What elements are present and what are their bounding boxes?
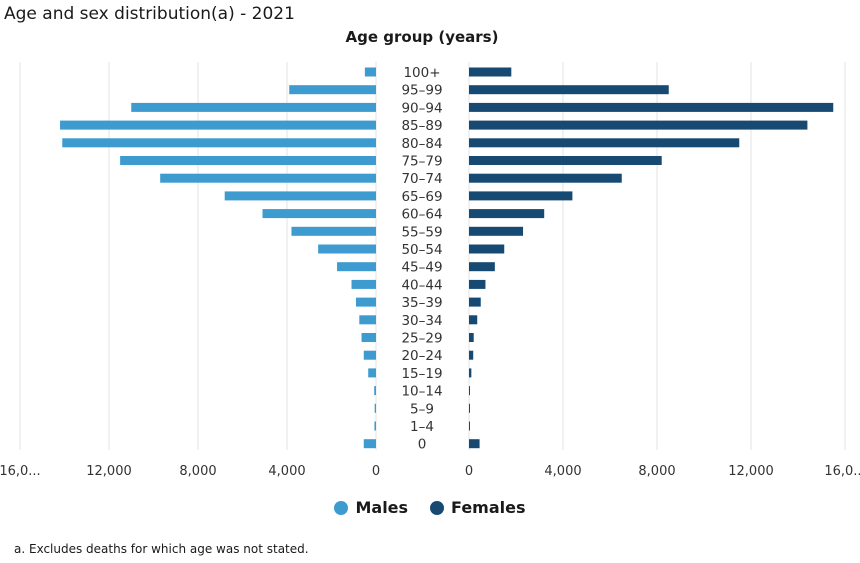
age-group-label: 70–74 — [401, 171, 442, 187]
male-bar — [291, 226, 376, 236]
age-group-label: 55–59 — [401, 224, 442, 240]
male-bar — [359, 315, 376, 325]
female-bar — [469, 315, 478, 325]
female-bar — [469, 386, 470, 396]
female-tick-label: 0 — [465, 464, 473, 479]
male-bar — [318, 244, 376, 254]
male-bar — [224, 191, 376, 201]
age-group-label: 30–34 — [401, 313, 442, 329]
male-bar — [160, 173, 376, 183]
legend-item-males[interactable]: Males — [334, 498, 408, 517]
male-bar — [120, 156, 376, 165]
female-bar — [469, 102, 834, 112]
chart-title: Age and sex distribution(a) - 2021 — [4, 4, 295, 24]
male-bar — [368, 368, 376, 378]
female-bar — [469, 403, 470, 413]
female-tick-label: 8,000 — [638, 464, 675, 479]
male-tick-label: 4,000 — [268, 464, 305, 479]
female-tick-label: 12,000 — [728, 464, 774, 479]
age-group-label: 20–24 — [401, 348, 442, 364]
age-group-label: 100+ — [403, 65, 440, 81]
age-group-label: 0 — [418, 437, 427, 453]
female-bar — [469, 368, 472, 378]
male-bar — [262, 209, 376, 219]
male-bar — [374, 403, 376, 413]
legend-label-males: Males — [355, 498, 409, 517]
male-bar — [62, 138, 377, 148]
age-group-label: 5–9 — [410, 401, 434, 417]
female-bar — [469, 191, 573, 201]
female-bar — [469, 439, 480, 449]
female-tick-label: 16,0... — [824, 464, 860, 479]
age-group-label: 50–54 — [401, 242, 442, 258]
males-legend-dot — [334, 500, 349, 515]
chart-legend: Males Females — [0, 498, 860, 517]
male-bar — [355, 297, 376, 307]
male-bar — [361, 333, 376, 342]
male-tick-label: 0 — [372, 464, 380, 479]
female-bar — [469, 67, 512, 77]
male-bar — [60, 120, 377, 130]
female-bar — [469, 138, 740, 148]
age-group-label: 45–49 — [401, 260, 442, 276]
age-group-label: 80–84 — [401, 136, 442, 152]
legend-item-females[interactable]: Females — [430, 498, 526, 517]
female-bar — [469, 279, 486, 289]
male-bar — [363, 350, 376, 360]
female-bar — [469, 85, 669, 95]
age-group-label: 35–39 — [401, 295, 442, 311]
female-bar — [469, 156, 662, 165]
female-bar — [469, 120, 808, 130]
male-bar — [374, 421, 376, 431]
age-group-label: 40–44 — [401, 277, 442, 293]
female-tick-label: 4,000 — [544, 464, 581, 479]
chart-subtitle: Age group (years) — [345, 28, 499, 46]
male-tick-label: 16,0... — [0, 464, 41, 479]
age-group-label: 90–94 — [401, 100, 442, 116]
age-group-label: 75–79 — [401, 154, 442, 170]
male-bar — [363, 439, 376, 449]
female-bar — [469, 226, 524, 236]
females-legend-dot — [430, 500, 445, 515]
female-bar — [469, 173, 622, 183]
female-bar — [469, 350, 474, 360]
age-group-label: 1–4 — [410, 419, 434, 435]
population-pyramid-chart: 16,0... 12,000 8,000 4,000 0 0 4,000 8,000 12,00… — [0, 62, 860, 479]
female-bar — [469, 297, 481, 307]
age-group-label: 15–19 — [401, 366, 442, 382]
male-bar — [337, 262, 376, 272]
footnote: a. Excludes deaths for which age was not… — [14, 542, 309, 556]
age-group-label: 95–99 — [401, 83, 442, 99]
female-bar — [469, 244, 505, 254]
female-bar — [469, 421, 470, 431]
age-group-label: 85–89 — [401, 118, 442, 134]
age-group-label: 25–29 — [401, 331, 442, 347]
male-tick-label: 8,000 — [179, 464, 216, 479]
age-group-label: 65–69 — [401, 189, 442, 205]
female-bar — [469, 333, 474, 342]
legend-label-females: Females — [451, 498, 526, 517]
male-bar — [374, 386, 376, 396]
male-bar — [364, 67, 376, 77]
female-bar — [469, 262, 495, 272]
male-bar — [351, 279, 376, 289]
female-bar — [469, 209, 545, 219]
age-group-label: 60–64 — [401, 207, 442, 223]
male-bar — [289, 85, 376, 95]
male-tick-label: 12,000 — [86, 464, 132, 479]
male-bar — [131, 102, 376, 112]
age-group-label: 10–14 — [401, 384, 442, 400]
